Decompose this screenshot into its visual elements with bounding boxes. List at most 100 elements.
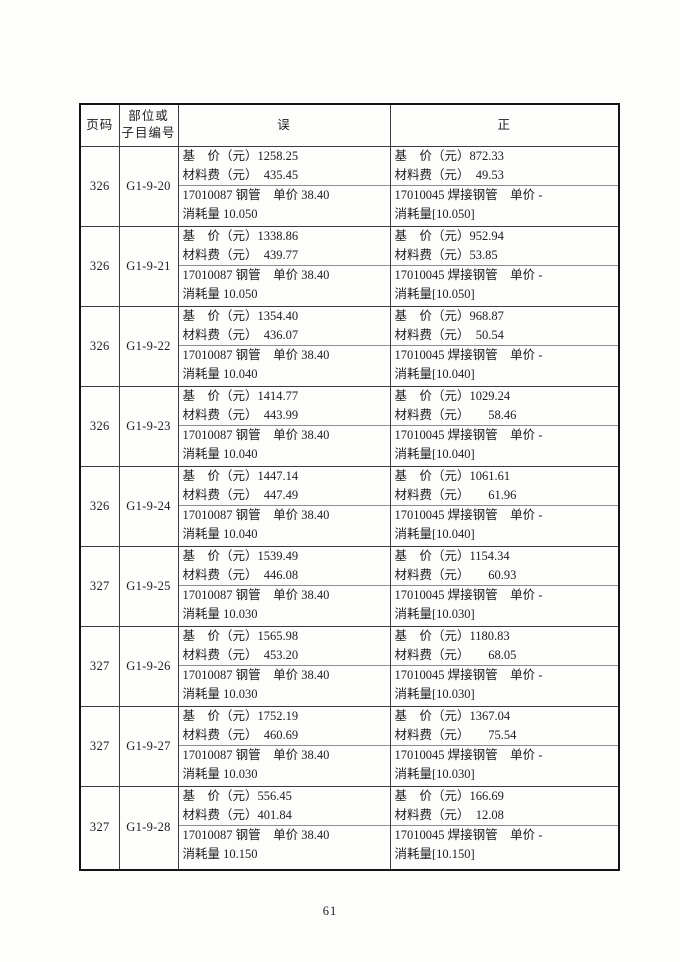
item-block: 17010087 钢管 单价 38.40 消耗量 10.030: [178, 584, 390, 624]
consumption-line: 消耗量[10.030]: [394, 686, 475, 701]
header-wrong: 误: [177, 103, 391, 147]
item-block: 17010045 焊接钢管 单价 - 消耗量[10.050]: [390, 184, 618, 224]
price-block: 基 价（元）1565.98 材料费（元） 453.20: [179, 627, 390, 665]
wrong-cell: 基 价（元）1539.49 材料费（元） 446.08 17010087 钢管 …: [177, 545, 391, 627]
header-code-line2: 子目编号: [121, 126, 176, 141]
item-block: 17010045 焊接钢管 单价 - 消耗量[10.050]: [390, 264, 618, 304]
price-block: 基 价（元）952.94 材料费（元）53.85: [391, 227, 619, 265]
material-cost-line: 材料费（元）401.84: [182, 807, 292, 822]
correct-cell: 基 价（元）1367.04 材料费（元） 75.54 17010045 焊接钢管…: [389, 705, 620, 787]
price-block: 基 价（元）872.33 材料费（元） 49.53: [391, 147, 619, 185]
page-cell: 326: [79, 465, 120, 547]
base-price-line: 基 价（元）1367.04: [394, 708, 511, 723]
page-cell: 327: [79, 545, 120, 627]
item-block: 17010045 焊接钢管 单价 - 消耗量[10.030]: [390, 664, 618, 704]
code-cell: G1-9-24: [118, 465, 179, 547]
page-cell: 326: [79, 225, 120, 307]
material-cost-line: 材料费（元） 436.07: [182, 327, 299, 342]
item-line: 17010087 钢管 单价 38.40: [182, 187, 330, 202]
item-line: 17010087 钢管 单价 38.40: [182, 667, 330, 682]
consumption-line: 消耗量 10.030: [182, 686, 258, 701]
item-line: 17010045 焊接钢管 单价 -: [394, 187, 543, 202]
material-cost-line: 材料费（元） 439.77: [182, 247, 299, 262]
wrong-cell: 基 价（元）1414.77 材料费（元） 443.99 17010087 钢管 …: [177, 385, 391, 467]
item-line: 17010045 焊接钢管 单价 -: [394, 267, 543, 282]
consumption-line: 消耗量 10.040: [182, 366, 258, 381]
item-line: 17010087 钢管 单价 38.40: [182, 587, 330, 602]
material-cost-line: 材料费（元） 12.08: [394, 807, 504, 822]
consumption-line: 消耗量[10.040]: [394, 366, 475, 381]
wrong-cell: 基 价（元）1565.98 材料费（元） 453.20 17010087 钢管 …: [177, 625, 391, 707]
item-line: 17010045 焊接钢管 单价 -: [394, 427, 543, 442]
consumption-line: 消耗量 10.150: [182, 846, 258, 861]
price-block: 基 价（元）1539.49 材料费（元） 446.08: [179, 547, 390, 585]
header-page: 页码: [79, 103, 120, 147]
base-price-line: 基 价（元）1029.24: [394, 388, 511, 403]
base-price-line: 基 价（元）1338.86: [182, 228, 299, 243]
item-line: 17010045 焊接钢管 单价 -: [394, 827, 543, 842]
item-line: 17010087 钢管 单价 38.40: [182, 427, 330, 442]
consumption-line: 消耗量 10.040: [182, 526, 258, 541]
item-block: 17010087 钢管 单价 38.40 消耗量 10.040: [178, 344, 390, 384]
item-block: 17010045 焊接钢管 单价 - 消耗量[10.030]: [390, 744, 618, 784]
page-number: 61: [322, 904, 338, 918]
consumption-line: 消耗量[10.030]: [394, 606, 475, 621]
table-row: 326 G1-9-24 基 价（元）1447.14 材料费（元） 447.49 …: [79, 465, 620, 547]
correct-cell: 基 价（元）1180.83 材料费（元） 68.05 17010045 焊接钢管…: [389, 625, 620, 707]
price-block: 基 价（元）1338.86 材料费（元） 439.77: [179, 227, 390, 265]
material-cost-line: 材料费（元） 58.46: [394, 407, 517, 422]
material-cost-line: 材料费（元） 460.69: [182, 727, 299, 742]
table-row: 327 G1-9-26 基 价（元）1565.98 材料费（元） 453.20 …: [79, 625, 620, 707]
base-price-line: 基 价（元）1180.83: [394, 628, 510, 643]
item-line: 17010045 焊接钢管 单价 -: [394, 667, 543, 682]
page-cell: 326: [79, 145, 120, 227]
code-cell: G1-9-28: [118, 785, 179, 871]
correct-cell: 基 价（元）166.69 材料费（元） 12.08 17010045 焊接钢管 …: [389, 785, 620, 871]
consumption-line: 消耗量 10.040: [182, 446, 258, 461]
price-block: 基 价（元）1154.34 材料费（元） 60.93: [391, 547, 619, 585]
price-block: 基 价（元）1029.24 材料费（元） 58.46: [391, 387, 619, 425]
item-block: 17010087 钢管 单价 38.40 消耗量 10.040: [178, 504, 390, 544]
base-price-line: 基 价（元）968.87: [394, 308, 504, 323]
item-line: 17010087 钢管 单价 38.40: [182, 267, 330, 282]
table-row: 327 G1-9-27 基 价（元）1752.19 材料费（元） 460.69 …: [79, 705, 620, 787]
item-block: 17010087 钢管 单价 38.40 消耗量 10.030: [178, 664, 390, 704]
errata-table: 页码 部位或 子目编号 误 正 326 G1-9-20 基 价（元）1258.2…: [79, 103, 620, 871]
item-block: 17010087 钢管 单价 38.40 消耗量 10.030: [178, 744, 390, 784]
price-block: 基 价（元）1354.40 材料费（元） 436.07: [179, 307, 390, 345]
material-cost-line: 材料费（元） 49.53: [394, 167, 504, 182]
material-cost-line: 材料费（元） 447.49: [182, 487, 299, 502]
consumption-line: 消耗量 10.030: [182, 766, 258, 781]
item-line: 17010087 钢管 单价 38.40: [182, 507, 330, 522]
item-line: 17010045 焊接钢管 单价 -: [394, 347, 543, 362]
price-block: 基 价（元）1414.77 材料费（元） 443.99: [179, 387, 390, 425]
price-block: 基 价（元）166.69 材料费（元） 12.08: [391, 787, 619, 825]
price-block: 基 价（元）1752.19 材料费（元） 460.69: [179, 707, 390, 745]
base-price-line: 基 价（元）1154.34: [394, 548, 510, 563]
correct-cell: 基 价（元）872.33 材料费（元） 49.53 17010045 焊接钢管 …: [389, 145, 620, 227]
base-price-line: 基 价（元）952.94: [394, 228, 504, 243]
header-code-line1: 部位或: [128, 109, 169, 124]
item-line: 17010045 焊接钢管 单价 -: [394, 507, 543, 522]
base-price-line: 基 价（元）1539.49: [182, 548, 299, 563]
code-cell: G1-9-25: [118, 545, 179, 627]
wrong-cell: 基 价（元）1447.14 材料费（元） 447.49 17010087 钢管 …: [177, 465, 391, 547]
item-block: 17010087 钢管 单价 38.40 消耗量 10.150: [178, 824, 390, 864]
correct-cell: 基 价（元）1154.34 材料费（元） 60.93 17010045 焊接钢管…: [389, 545, 620, 627]
price-block: 基 价（元）1258.25 材料费（元） 435.45: [179, 147, 390, 185]
code-cell: G1-9-23: [118, 385, 179, 467]
table-row: 326 G1-9-20 基 价（元）1258.25 材料费（元） 435.45 …: [79, 145, 620, 227]
code-cell: G1-9-22: [118, 305, 179, 387]
material-cost-line: 材料费（元） 453.20: [182, 647, 299, 662]
page-cell: 327: [79, 625, 120, 707]
correct-cell: 基 价（元）968.87 材料费（元） 50.54 17010045 焊接钢管 …: [389, 305, 620, 387]
item-block: 17010045 焊接钢管 单价 - 消耗量[10.040]: [390, 424, 618, 464]
wrong-cell: 基 价（元）1338.86 材料费（元） 439.77 17010087 钢管 …: [177, 225, 391, 307]
material-cost-line: 材料费（元） 50.54: [394, 327, 504, 342]
consumption-line: 消耗量[10.050]: [394, 286, 475, 301]
item-line: 17010087 钢管 单价 38.40: [182, 827, 330, 842]
item-block: 17010087 钢管 单价 38.40 消耗量 10.040: [178, 424, 390, 464]
correct-cell: 基 价（元）1029.24 材料费（元） 58.46 17010045 焊接钢管…: [389, 385, 620, 467]
consumption-line: 消耗量 10.050: [182, 286, 258, 301]
